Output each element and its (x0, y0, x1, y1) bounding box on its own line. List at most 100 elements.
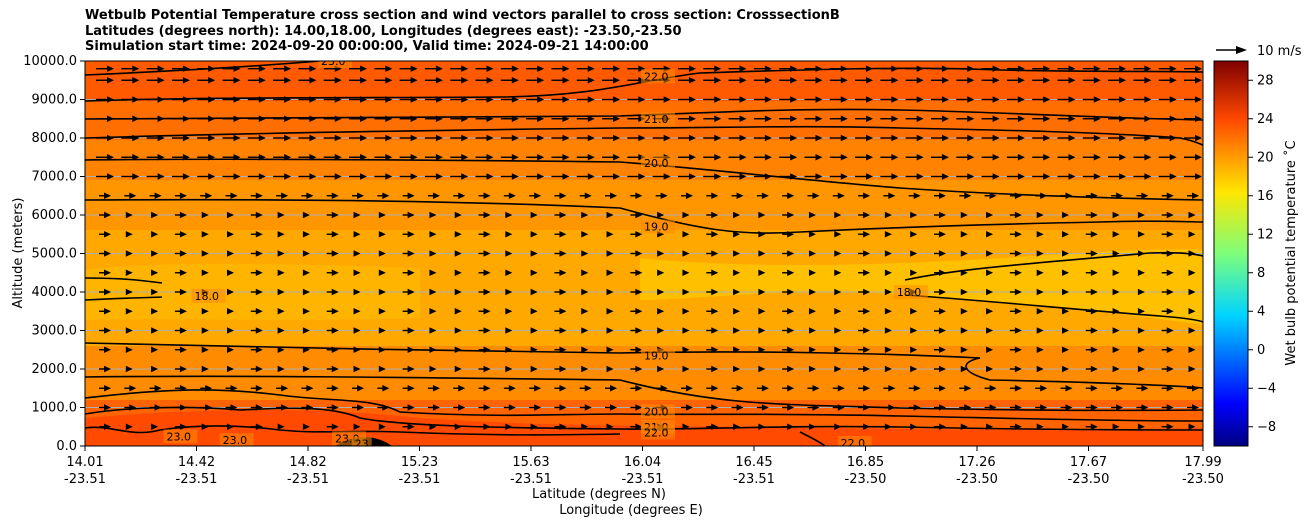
wind-vector-arrow (981, 77, 1000, 84)
wind-vector-head (208, 77, 216, 84)
wind-vector-arrow (657, 269, 665, 276)
wind-vector-arrow (1032, 154, 1051, 161)
wind-vector-arrow (151, 365, 159, 373)
wind-vector-arrow (984, 404, 997, 411)
wind-vector-arrow (427, 192, 440, 199)
wind-vector-head (739, 134, 747, 142)
wind-vector-head (151, 365, 159, 373)
wind-vector-arrow (758, 327, 766, 334)
wind-vector-head (1137, 288, 1145, 296)
wind-vector-arrow (1112, 231, 1120, 238)
wind-vector-arrow (960, 346, 968, 353)
x-tick-label-latitude: 14.42 (178, 455, 215, 470)
wind-vector-head (960, 365, 968, 373)
wind-vector-head (1119, 115, 1127, 122)
wind-vector-head (613, 96, 621, 103)
wind-vector-arrow (605, 192, 618, 199)
wind-vector-head (808, 269, 816, 276)
wind-vector-arrow (227, 308, 235, 315)
wind-vector-head (613, 115, 621, 122)
wind-vector-arrow (427, 385, 440, 392)
wind-vector-head (606, 423, 614, 430)
wind-vector-head (435, 65, 443, 72)
wind-vector-head (733, 231, 741, 238)
colorbar-tick-label: 16 (1257, 189, 1274, 204)
wind-vector-arrow (530, 269, 538, 276)
wind-vector-head (964, 385, 972, 392)
wind-vector-arrow (526, 77, 545, 84)
wind-vector-head (151, 308, 159, 315)
x-axis-label-longitude: Longitude (degrees E) (559, 503, 703, 518)
wind-vector-head (888, 404, 896, 411)
wind-vector-head (511, 154, 519, 161)
wind-vector-head (486, 173, 494, 180)
wind-vector-head (910, 211, 918, 219)
wind-vector-arrow (453, 385, 466, 392)
wind-vector-arrow (349, 65, 368, 72)
y-tick-label: 3000.0 (32, 324, 78, 339)
wind-vector-head (711, 250, 719, 257)
wind-vector-arrow (378, 211, 386, 219)
wind-vector-arrow (606, 327, 614, 334)
wind-vector-arrow (758, 346, 766, 353)
wind-vector-arrow (200, 404, 213, 411)
wind-vector-arrow (151, 346, 159, 353)
wind-vector-arrow (779, 96, 798, 103)
contour-label-background (219, 433, 254, 446)
wind-vector-arrow (677, 154, 696, 161)
wind-vector-head (107, 96, 114, 103)
wind-vector-arrow (576, 115, 595, 122)
wind-vector-head (986, 327, 994, 334)
wind-vector-arrow (930, 115, 949, 122)
wind-vector-head (1166, 404, 1174, 411)
x-tick-label-latitude: 17.26 (958, 455, 995, 470)
wind-vector-head (1090, 385, 1098, 392)
wind-vector-arrow (1057, 65, 1076, 72)
wind-vector-head (1014, 231, 1022, 238)
wind-vector-head (511, 134, 519, 142)
wind-vector-head (1061, 423, 1069, 430)
wind-vector-head (758, 250, 766, 257)
wind-vector-arrow (353, 327, 361, 334)
wind-vector-arrow (529, 404, 542, 411)
wind-vector-head (132, 77, 140, 84)
wind-vector-head (410, 65, 418, 72)
wind-vector-head (711, 365, 719, 373)
wind-vector-head (916, 96, 924, 103)
wind-vector-arrow (933, 346, 946, 353)
wind-vector-arrow (277, 269, 285, 276)
wind-vector-arrow (682, 365, 690, 373)
wind-vector-head (277, 327, 285, 334)
wind-vector-head (834, 308, 842, 315)
wind-vector-head (688, 134, 696, 142)
wind-vector-head (941, 96, 949, 103)
wind-vector-arrow (225, 385, 238, 392)
wind-vector-arrow (121, 115, 140, 122)
wind-vector-head (815, 115, 823, 122)
wind-vector-arrow (1061, 365, 1069, 373)
wind-vector-head (360, 154, 368, 161)
contour-line (85, 425, 621, 436)
wind-vector-arrow (1082, 115, 1101, 122)
wind-vector-head (410, 173, 418, 180)
wind-vector-arrow (579, 385, 592, 392)
wind-vector-arrow (99, 288, 111, 296)
wind-vector-head (1061, 288, 1069, 296)
wind-vector-head (227, 327, 235, 334)
wind-vector-head (179, 346, 187, 353)
wind-vector-head (104, 308, 111, 315)
wind-vector-arrow (834, 365, 842, 373)
wind-vector-arrow (832, 192, 845, 199)
wind-vector-head (812, 404, 820, 411)
contour-label-background (191, 288, 226, 303)
wind-vector-arrow (1032, 115, 1051, 122)
wind-vector-arrow (959, 385, 972, 392)
wind-vector-head (1017, 115, 1025, 122)
wind-vector-head (331, 385, 339, 392)
wind-vector-head (182, 115, 190, 122)
wind-vector-head (736, 192, 744, 199)
wind-vector-arrow (1161, 327, 1174, 334)
wind-vector-head (863, 404, 871, 411)
wind-vector-arrow (960, 327, 968, 334)
x-tick-label-latitude: 16.85 (847, 455, 884, 470)
